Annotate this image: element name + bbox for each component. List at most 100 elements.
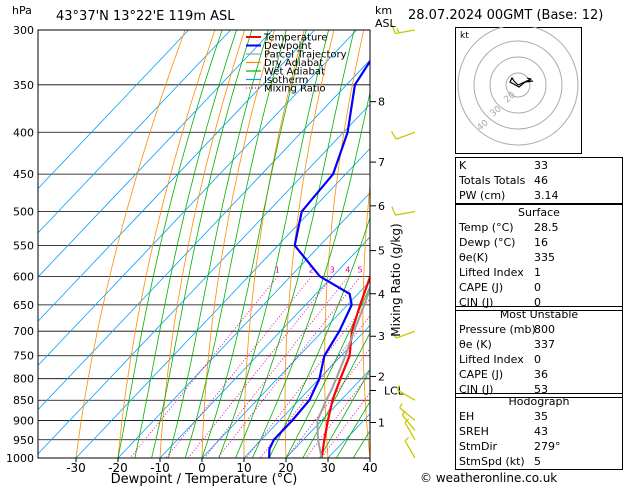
- mixing-ratio-line: [187, 276, 334, 458]
- unstable-value: 337: [534, 338, 555, 351]
- dry-adiabat-line: [75, 30, 186, 458]
- wet-adiabat-line: [302, 332, 370, 458]
- wind-barb-flag: [399, 402, 403, 408]
- wet-adiabat-line: [184, 30, 287, 458]
- series-dewpoint: [268, 59, 370, 458]
- surface-row: CIN (J) 0: [456, 295, 622, 310]
- hodo-key: StmSpd (kt): [459, 455, 525, 468]
- km-tick-label: 8: [378, 96, 385, 109]
- hodo-row: StmSpd (kt) 5: [456, 454, 622, 469]
- unstable-value: 800: [534, 323, 555, 336]
- wind-barb-flag: [404, 418, 410, 423]
- mixing-ratio-tick-label: 15: [422, 265, 432, 274]
- hodograph-title: Hodograph: [508, 395, 570, 408]
- x-tick-label: -20: [108, 461, 128, 475]
- date-title: 28.07.2024 00GMT (Base: 12): [408, 8, 604, 23]
- pressure-tick-label: 500: [13, 206, 34, 219]
- wind-barb-flag: [390, 131, 397, 140]
- wind-barb-flag: [393, 333, 397, 339]
- hodo-value: 279°: [534, 440, 561, 453]
- wind-barb: [399, 407, 416, 422]
- pressure-tick-label: 800: [13, 373, 34, 386]
- series-temperature: [320, 274, 370, 458]
- x-tick-label: 20: [278, 461, 293, 475]
- mixing-ratio-line: [165, 276, 313, 458]
- wind-barb-flag: [396, 27, 400, 34]
- isotherm-line: [38, 30, 357, 366]
- index-row: Totals Totals 46: [456, 173, 622, 188]
- isotherm-line: [38, 30, 273, 278]
- hodo-row: StmDir 279°: [456, 439, 622, 454]
- index-value: 33: [534, 159, 548, 172]
- hodograph-table: Hodograph EH 35 SREH 43 StmDir 279° StmSpd (kt…: [455, 393, 623, 470]
- index-row: PW (cm) 3.14: [456, 188, 622, 203]
- dry-adiabat-line: [243, 30, 305, 458]
- surface-title: Surface: [518, 206, 560, 219]
- unstable-key: CIN (J): [459, 383, 494, 396]
- pressure-tick-label: 700: [13, 325, 34, 338]
- x-tick-label: -10: [150, 461, 170, 475]
- pressure-tick-label: 950: [13, 434, 34, 447]
- surface-table: Surface Temp (°C) 28.5 Dewp (°C) 16 θe(K) 335…: [455, 204, 623, 311]
- pressure-tick-label: 750: [13, 350, 34, 363]
- wind-barb: [395, 210, 416, 216]
- hodo-key: StmDir: [459, 440, 498, 453]
- index-key: K: [459, 159, 467, 172]
- dry-adiabat-line: [159, 30, 245, 458]
- surface-value: 1: [534, 266, 541, 279]
- pressure-tick-label: 300: [13, 24, 34, 37]
- wind-barb-flag: [391, 24, 396, 34]
- hodo-value: 5: [534, 455, 541, 468]
- wind-barb: [404, 422, 416, 441]
- pressure-tick-label: 850: [13, 394, 34, 407]
- mixing-ratio-tick-label: 20: [441, 265, 451, 274]
- storm-motion-arrow: [517, 77, 532, 86]
- unstable-key: Lifted Index: [459, 353, 524, 366]
- dry-adiabat-line: [362, 181, 370, 458]
- hodograph: kt 20 30 40: [455, 24, 583, 159]
- footer-copyright[interactable]: © weatheronline.co.uk: [420, 471, 558, 485]
- wet-adiabat-line: [201, 30, 307, 458]
- wet-adiabat-line: [285, 285, 370, 458]
- km-tick-label: 4: [378, 288, 385, 301]
- mixing-ratio-tick-label: 2: [309, 265, 314, 274]
- hodo-key: EH: [459, 410, 475, 423]
- asl-label: ASL: [375, 17, 397, 30]
- lcl-label: LCL: [384, 384, 405, 397]
- surface-value: 28.5: [534, 221, 559, 234]
- hodo-value: 35: [534, 410, 548, 423]
- x-axis-label: Dewpoint / Temperature (°C): [111, 472, 298, 486]
- isotherm-line: [201, 280, 370, 458]
- unstable-row: θe (K) 337: [456, 337, 622, 352]
- unstable-key: Pressure (mb): [459, 323, 536, 336]
- pressure-tick-label: 600: [13, 270, 34, 283]
- wet-adiabat-line: [218, 30, 329, 458]
- wet-adiabat-line: [319, 368, 370, 458]
- surface-key: CIN (J): [459, 296, 494, 309]
- legend-entry: Dewpoint: [264, 41, 312, 52]
- isotherm-line: [117, 192, 370, 458]
- surface-row: Lifted Index 1: [456, 265, 622, 280]
- wind-barb: [404, 440, 416, 459]
- wind-barb: [401, 414, 416, 431]
- isotherm-line: [285, 369, 370, 458]
- surface-key: θe(K): [459, 251, 489, 264]
- mixing-ratio-line: [129, 276, 279, 458]
- wind-barb-flag: [397, 385, 400, 391]
- unstable-row: Pressure (mb) 800: [456, 322, 622, 337]
- legend-entry: Parcel Trajectory: [264, 50, 347, 61]
- index-value: 3.14: [534, 189, 559, 202]
- wind-barbs: [390, 24, 416, 459]
- isotherm-line: [38, 30, 315, 322]
- index-row: K 33: [456, 158, 622, 173]
- wind-barb-flag: [391, 206, 396, 216]
- pressure-tick-label: 1000: [6, 452, 34, 465]
- isotherm-line: [159, 236, 370, 458]
- wet-adiabat-line: [336, 400, 370, 458]
- legend-entry: Temperature: [263, 33, 327, 44]
- x-tick-label: 40: [362, 461, 377, 475]
- x-tick-label: -30: [66, 461, 86, 475]
- pressure-tick-label: 450: [13, 168, 34, 181]
